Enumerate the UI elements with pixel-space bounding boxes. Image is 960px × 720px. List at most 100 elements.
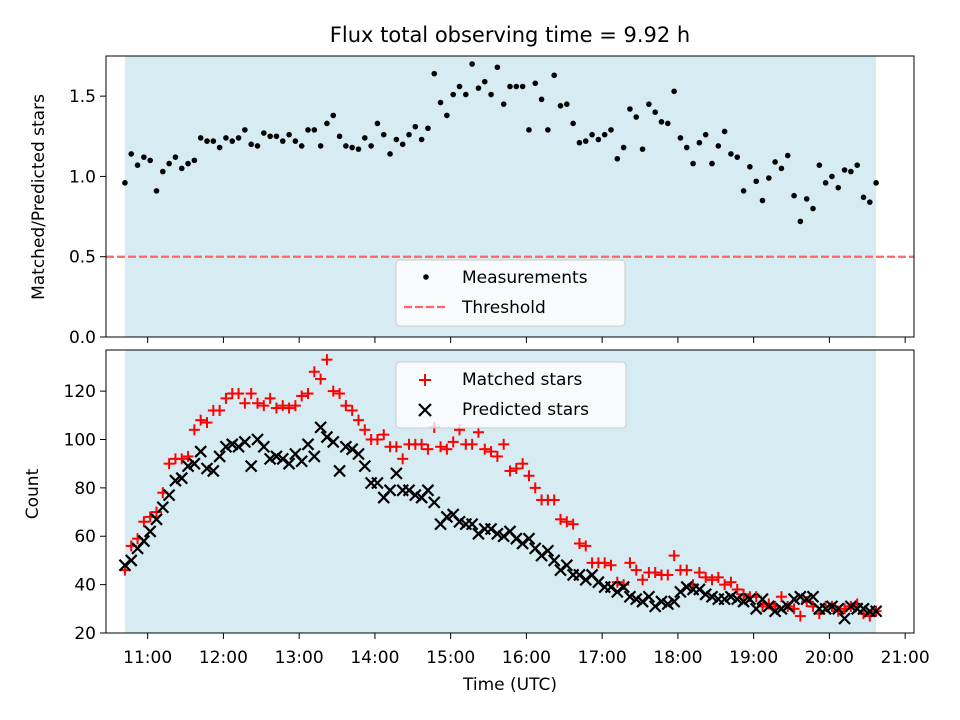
legend-measurements-label: Measurements bbox=[462, 268, 588, 288]
measurement-point bbox=[166, 160, 172, 167]
measurement-point bbox=[185, 160, 191, 167]
measurement-point bbox=[444, 112, 450, 119]
predicted-star-point bbox=[560, 558, 574, 572]
matched-star-point bbox=[422, 443, 434, 455]
matched-star-point bbox=[491, 450, 503, 462]
measurement-point bbox=[204, 138, 210, 144]
matched-star-point bbox=[176, 453, 188, 465]
measurement-point bbox=[867, 199, 873, 205]
measurement-point bbox=[418, 136, 425, 143]
matched-star-point bbox=[220, 392, 232, 404]
measurement-point bbox=[399, 141, 406, 148]
legend-predicted-label: Predicted stars bbox=[462, 400, 589, 420]
measurement-point bbox=[784, 152, 791, 159]
legend-matched-marker bbox=[419, 374, 431, 386]
measurement-point bbox=[854, 162, 860, 168]
x-tick-label: 18:00 bbox=[653, 648, 702, 668]
matched-star-point bbox=[327, 385, 339, 397]
matched-star-point bbox=[151, 506, 162, 518]
x-tick-label: 20:00 bbox=[805, 648, 854, 668]
measurement-point bbox=[810, 205, 816, 212]
matched-star-point bbox=[624, 557, 636, 569]
top-panel: 0.0 0.5 1.0 1.5 Matched/Predicted stars Mea… bbox=[29, 55, 915, 348]
matched-star-point bbox=[649, 567, 661, 579]
x-tick-label: 12:00 bbox=[199, 648, 248, 668]
bottom-y-tick-label: 80 bbox=[74, 479, 96, 499]
matched-star-point bbox=[681, 564, 693, 576]
matched-star-point bbox=[731, 583, 743, 595]
measurement-point bbox=[437, 99, 444, 106]
x-tick-label: 15:00 bbox=[426, 648, 475, 668]
matched-star-point bbox=[725, 576, 737, 588]
predicted-star-point bbox=[806, 590, 820, 603]
matched-star-point bbox=[693, 567, 705, 579]
predicted-star-point bbox=[175, 471, 189, 485]
measurement-point bbox=[816, 162, 823, 168]
measurement-point bbox=[368, 143, 374, 149]
measurement-point bbox=[513, 83, 520, 90]
measurement-point bbox=[759, 197, 766, 204]
measurement-point bbox=[557, 102, 564, 109]
bottom-legend: Matched stars Predicted stars bbox=[395, 361, 627, 429]
measurement-point bbox=[740, 188, 747, 194]
predicted-star-point bbox=[358, 459, 372, 473]
measurements-series bbox=[122, 61, 879, 225]
measurement-point bbox=[362, 135, 368, 141]
measurement-point bbox=[803, 196, 810, 202]
predicted-star-point bbox=[194, 445, 207, 458]
matched-star-point bbox=[523, 470, 535, 482]
predicted-star-point bbox=[257, 440, 271, 454]
measurement-point bbox=[860, 194, 867, 201]
measurement-point bbox=[210, 138, 217, 144]
matched-star-point bbox=[775, 591, 787, 603]
top-y-tick-label: 0.5 bbox=[69, 248, 96, 268]
measurement-point bbox=[481, 78, 488, 85]
measurement-point bbox=[620, 144, 627, 151]
matched-star-point bbox=[662, 569, 674, 581]
measurement-point bbox=[191, 157, 198, 164]
matched-star-point bbox=[447, 436, 459, 448]
measurement-point bbox=[298, 143, 305, 149]
matched-star-point bbox=[201, 417, 213, 429]
bottom-y-tick-label: 60 bbox=[74, 527, 96, 547]
predicted-star-point bbox=[831, 602, 845, 616]
x-tick-label: 19:00 bbox=[729, 648, 778, 668]
matched-star-point bbox=[605, 559, 617, 571]
matched-star-point bbox=[214, 404, 226, 416]
bottom-plot-frame bbox=[105, 349, 915, 634]
predicted-star-point bbox=[383, 484, 397, 497]
measurement-point bbox=[317, 143, 324, 149]
measurement-point bbox=[835, 184, 842, 191]
predicted-star-point bbox=[238, 435, 252, 449]
matched-star-point bbox=[719, 579, 731, 591]
matched-star-point bbox=[580, 540, 592, 552]
matched-star-point bbox=[567, 518, 579, 530]
predicted-star-point bbox=[617, 580, 630, 594]
measurement-point bbox=[450, 91, 456, 98]
matched-star-point bbox=[555, 513, 566, 525]
matched-star-point bbox=[334, 388, 346, 400]
measurement-point bbox=[349, 144, 355, 151]
measurement-point bbox=[778, 165, 785, 172]
bottom-legend-box bbox=[395, 361, 627, 429]
matched-star-point bbox=[435, 441, 447, 453]
predicted-star-point bbox=[838, 612, 851, 625]
predicted-star-point bbox=[213, 450, 226, 463]
measurement-point bbox=[538, 96, 545, 103]
measurement-point bbox=[589, 131, 595, 138]
chart-title: Flux total observing time = 9.92 h bbox=[330, 23, 690, 47]
measurement-point bbox=[519, 83, 526, 90]
measurement-point bbox=[829, 173, 835, 180]
matched-star-point bbox=[378, 429, 390, 441]
measurement-point bbox=[355, 146, 362, 152]
measurement-point bbox=[570, 120, 576, 127]
bottom-y-tick-label: 20 bbox=[74, 624, 96, 644]
x-tick-label: 11:00 bbox=[123, 648, 172, 668]
matched-star-point bbox=[359, 424, 371, 436]
measurement-point bbox=[873, 180, 879, 186]
matched-star-point bbox=[252, 397, 263, 409]
measurement-point bbox=[841, 167, 848, 173]
top-y-tick-label: 1.0 bbox=[69, 167, 96, 187]
measurement-point bbox=[696, 139, 703, 146]
measurement-point bbox=[545, 127, 551, 133]
